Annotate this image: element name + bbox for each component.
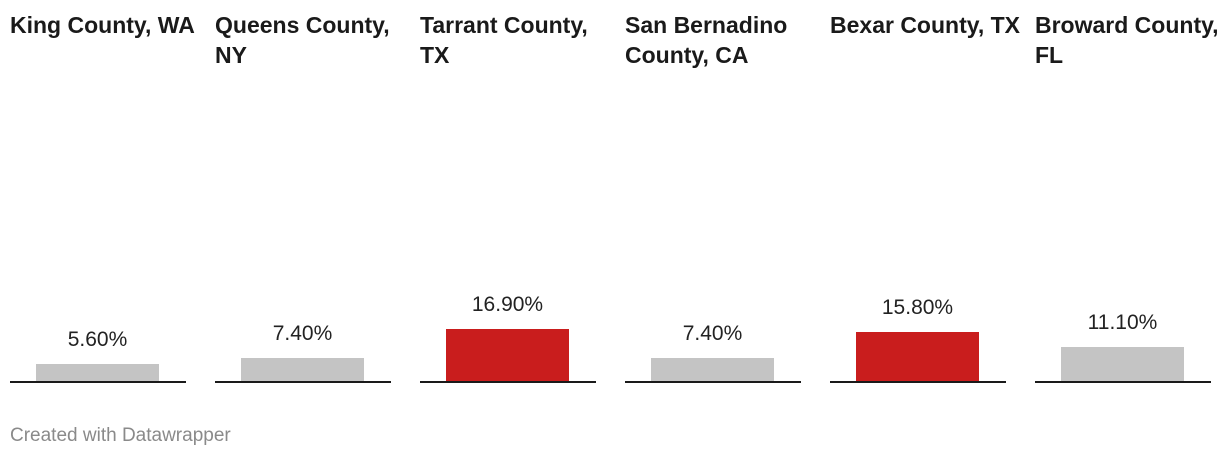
bar [1061, 347, 1184, 381]
baseline [215, 381, 391, 383]
chart-panel: Broward County, FL 11.10% [1035, 0, 1219, 400]
panel-title: Broward County, FL [1035, 12, 1219, 68]
chart-panel: San Bernadino County, CA 7.40% [625, 0, 801, 400]
chart-panel: Queens County, NY 7.40% [215, 0, 391, 400]
panel-title: Tarrant County, TX [420, 12, 588, 68]
bar [36, 364, 159, 381]
value-label: 15.80% [881, 296, 954, 319]
bar [856, 332, 979, 381]
value-label: 7.40% [272, 322, 333, 345]
baseline [420, 381, 596, 383]
value-label: 7.40% [682, 322, 743, 345]
bar [651, 358, 774, 381]
footer-credit: Created with Datawrapper [10, 425, 231, 446]
panel-title: Bexar County, TX [830, 12, 1020, 38]
bar [241, 358, 364, 381]
value-label: 5.60% [67, 328, 128, 351]
panel-title: San Bernadino County, CA [625, 12, 788, 68]
value-label: 11.10% [1087, 311, 1158, 334]
baseline [1035, 381, 1211, 383]
chart-panel: King County, WA 5.60% [10, 0, 195, 400]
baseline [830, 381, 1006, 383]
bar [446, 329, 569, 381]
baseline [10, 381, 186, 383]
baseline [625, 381, 801, 383]
chart-panel: Tarrant County, TX 16.90% [420, 0, 596, 400]
panel-title: Queens County, NY [215, 12, 390, 68]
chart-panel: Bexar County, TX 15.80% [830, 0, 1020, 400]
panel-title: King County, WA [10, 12, 195, 38]
value-label: 16.90% [471, 293, 544, 316]
